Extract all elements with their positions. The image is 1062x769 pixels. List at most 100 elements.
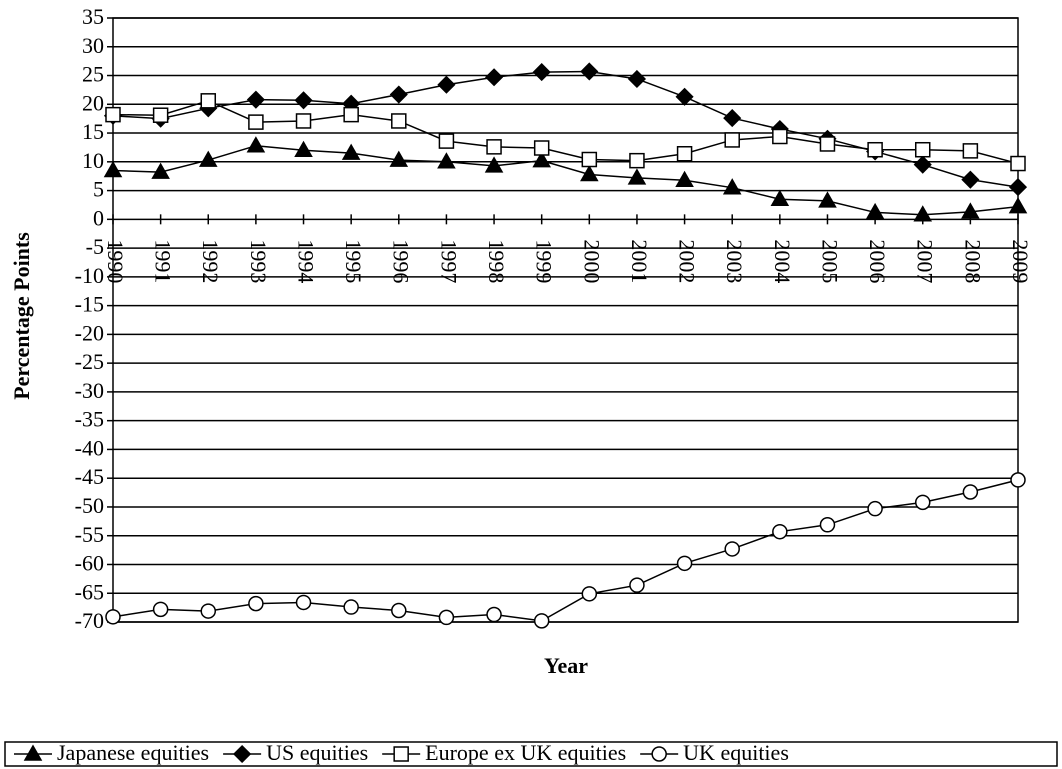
x-tick-label: 2004: [770, 239, 795, 283]
y-tick-label: -10: [75, 263, 104, 288]
x-tick-label: 2002: [675, 239, 700, 283]
legend-label: Japanese equities: [57, 740, 209, 765]
marker: [152, 601, 169, 618]
y-tick-label: -55: [75, 522, 104, 547]
x-tick-label: 1991: [151, 239, 176, 283]
marker: [484, 68, 504, 87]
marker: [393, 746, 409, 762]
marker: [486, 606, 502, 623]
legend-label: Europe ex UK equities: [425, 740, 626, 765]
marker: [723, 109, 742, 128]
marker: [200, 603, 217, 619]
series-line: [112, 144, 1019, 216]
x-tick-label: 2003: [722, 239, 747, 283]
marker: [437, 75, 456, 94]
marker: [532, 63, 551, 82]
marker: [819, 517, 836, 533]
x-tick-label: 2006: [865, 239, 890, 283]
marker: [438, 609, 455, 626]
y-tick-label: -5: [86, 234, 104, 259]
marker: [1008, 197, 1028, 214]
marker: [103, 160, 123, 178]
marker: [294, 140, 313, 158]
marker: [343, 106, 359, 123]
marker: [676, 555, 693, 572]
marker: [248, 114, 264, 130]
legend-label: UK equities: [683, 740, 789, 765]
marker: [651, 746, 667, 762]
marker: [961, 170, 980, 189]
marker: [818, 191, 837, 208]
y-tick-label: -65: [75, 579, 104, 604]
series-line: [112, 100, 1019, 165]
marker: [532, 151, 551, 168]
y-tick-label: -60: [75, 551, 104, 576]
marker: [913, 205, 933, 222]
marker: [486, 139, 502, 155]
x-tick-label: 1999: [532, 239, 557, 283]
marker: [819, 136, 836, 152]
marker: [23, 744, 43, 761]
marker: [295, 594, 312, 611]
marker: [772, 523, 788, 540]
y-tick-label: 15: [82, 119, 104, 144]
x-tick-label: 1998: [484, 239, 509, 283]
x-tick-label: 1996: [389, 239, 414, 283]
marker: [341, 143, 361, 160]
marker: [627, 168, 647, 185]
marker: [198, 150, 218, 167]
marker: [675, 87, 694, 106]
marker: [961, 202, 980, 219]
x-tick-label: 1990: [103, 239, 128, 283]
marker: [867, 141, 883, 158]
y-tick-label: 30: [82, 33, 104, 58]
y-tick-label: -25: [75, 349, 104, 374]
marker: [343, 599, 359, 615]
x-tick-label: 1994: [293, 239, 318, 283]
marker: [962, 484, 979, 500]
marker: [391, 602, 407, 619]
y-tick-label: 0: [93, 205, 104, 230]
marker: [1010, 472, 1026, 488]
marker: [676, 146, 693, 162]
y-tick-label: -35: [75, 407, 104, 432]
x-tick-label: 2009: [1008, 239, 1033, 283]
y-tick-label: -45: [75, 464, 104, 489]
marker: [438, 133, 455, 149]
marker: [865, 202, 885, 220]
marker: [962, 143, 979, 159]
marker: [770, 189, 790, 206]
marker: [152, 107, 169, 123]
marker: [105, 106, 121, 123]
marker: [437, 152, 456, 169]
marker: [914, 494, 931, 511]
y-tick-label: 25: [82, 62, 104, 87]
marker: [1010, 155, 1026, 172]
y-tick-label: -15: [75, 292, 104, 317]
y-tick-label: -70: [75, 608, 104, 633]
marker: [233, 744, 252, 764]
marker: [580, 62, 599, 81]
marker: [724, 541, 740, 557]
y-tick-label: -40: [75, 435, 104, 460]
marker: [246, 136, 266, 153]
marker: [914, 141, 931, 158]
x-tick-label: 1997: [436, 239, 461, 283]
x-axis-title: Year: [544, 653, 588, 678]
x-tick-label: 2008: [960, 239, 985, 283]
x-tick-label: 1995: [341, 239, 366, 283]
marker: [867, 500, 883, 517]
x-tick-label: 2000: [579, 239, 604, 283]
marker: [294, 91, 313, 110]
marker: [248, 595, 264, 612]
legend: Japanese equities US equities Europe ex UK…: [4, 740, 1058, 767]
marker: [295, 113, 312, 129]
x-tick-label: 1993: [246, 239, 271, 283]
marker: [724, 132, 740, 148]
marker: [533, 140, 550, 156]
x-tick-label: 2005: [817, 239, 842, 283]
y-tick-label: 10: [82, 148, 104, 173]
marker: [913, 155, 932, 174]
plot-area: [112, 17, 1019, 623]
marker: [629, 577, 645, 593]
